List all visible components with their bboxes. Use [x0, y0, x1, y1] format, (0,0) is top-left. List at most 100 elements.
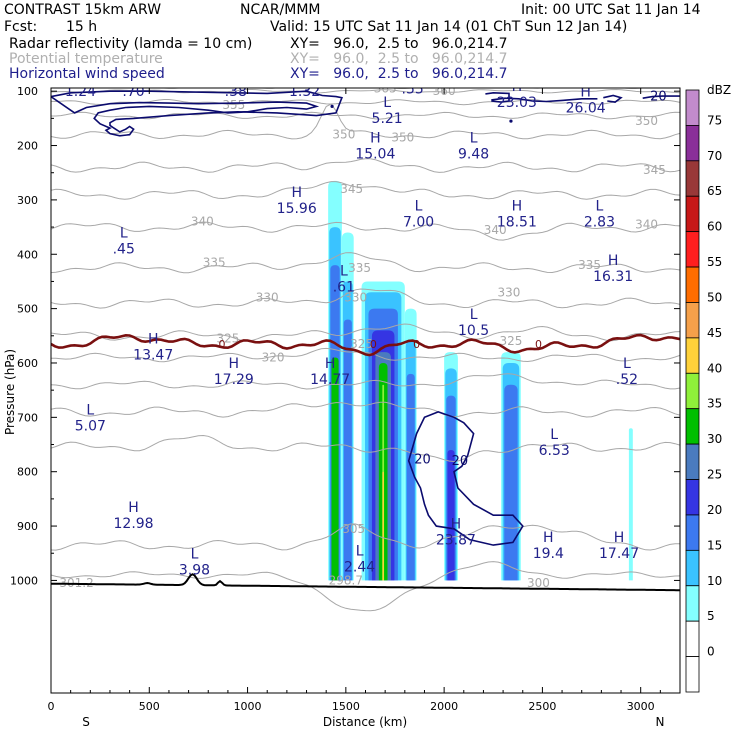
y-tick-label: 600: [17, 357, 38, 370]
wind-dot-1: [509, 119, 513, 123]
colorbar-swatch: [685, 372, 700, 410]
extremum-type-label: H: [543, 530, 554, 546]
x-tick-label: 1500: [332, 700, 360, 713]
extremum-type-label: L: [191, 546, 199, 562]
colorbar-label: 65: [707, 184, 722, 198]
theta-contour-line-6: [51, 323, 680, 342]
y-tick-label: 900: [17, 520, 38, 533]
colorbar-swatch: [685, 549, 700, 587]
extremum-0: L1.24: [65, 84, 96, 100]
extremum-29: L2.44: [344, 544, 375, 576]
colorbar-swatch: [685, 125, 700, 162]
colorbar-swatch: [685, 443, 700, 480]
extremum-value-label: 1.24: [65, 84, 96, 100]
extremum-10: H15.96: [277, 185, 317, 217]
freezing-level-label-1: 0: [370, 338, 377, 351]
extremum-6: H26.04: [566, 84, 606, 116]
wind-contours: 20 20 20: [51, 90, 680, 546]
extremum-value-label: 15.04: [355, 147, 395, 163]
extremum-value-label: 23.03: [497, 95, 537, 111]
reflectivity-cell-5-20dbz: [504, 384, 518, 581]
theta-contour-line-17: [51, 81, 680, 85]
wind-contour-label-1: 20: [414, 453, 431, 468]
extremum-value-label: 3.98: [179, 562, 210, 578]
y-tick-label: 300: [17, 194, 38, 207]
field-name-wind: Horizontal wind speed: [9, 66, 165, 82]
extremum-value-label: 19.4: [533, 546, 564, 562]
extremum-26: H19.4: [533, 530, 564, 562]
terrain-surface: [51, 573, 680, 592]
extremum-value-label: 6.53: [539, 443, 570, 459]
extremum-7: L5.21: [372, 95, 403, 127]
theta-contour-label-8: 330: [256, 291, 279, 305]
theta-contour-line-7: [51, 288, 680, 309]
extremum-type-label: H: [608, 253, 619, 269]
extremum-type-label: H: [128, 500, 139, 516]
theta-contour-label-21: 350: [635, 114, 658, 128]
theta-contour-label-4: 320: [262, 351, 285, 365]
freezing-level-label-3: 0: [535, 338, 542, 351]
north-label: N: [656, 715, 665, 729]
colorbar-swatch: [685, 266, 700, 303]
extremum-type-label: L: [383, 95, 391, 111]
theta-contour-line-13: [51, 111, 680, 120]
theta-contour-label-10: 330: [498, 285, 521, 299]
extremum-type-label: H: [580, 84, 591, 100]
colorbar-swatch: [685, 479, 700, 516]
theta-contour-label-12: 335: [348, 261, 371, 275]
extremum-3: L1.32: [289, 88, 320, 100]
colorbar-swatch: [685, 89, 700, 126]
y-tick-label: 1000: [10, 574, 38, 587]
theta-contour-line-18: [51, 78, 680, 81]
colorbar-label: 55: [707, 255, 722, 269]
theta-contour-label-19: 350: [332, 128, 355, 142]
freezing-level-line: [51, 333, 680, 357]
y-tick-label: 800: [17, 466, 38, 479]
y-axis-label: Pressure (hPa): [3, 349, 17, 435]
extremum-value-label: 12.98: [114, 516, 154, 532]
extremum-type-label: L: [470, 131, 478, 147]
extremum-type-label: L: [232, 68, 240, 84]
theta-contour-line-10: [51, 181, 680, 200]
extremum-value-label: .38: [225, 84, 247, 100]
reflectivity-cell-2-45dbz: [382, 471, 384, 581]
wind-contour-5: [407, 411, 524, 546]
y-tick-label: 400: [17, 248, 38, 261]
reflectivity-cell-0-35dbz: [331, 357, 339, 581]
extremum-type-label: L: [356, 544, 364, 560]
theta-contour-line-12: [51, 103, 680, 140]
extremum-type-label: H: [512, 198, 523, 214]
extremum-16: L.61: [333, 264, 355, 296]
field-xy-wind: XY= 96.0, 2.5 to 96.0,214.7: [290, 66, 508, 82]
theta-contour-line-11: [51, 158, 680, 173]
colorbar-label: 30: [707, 432, 722, 446]
extremum-value-label: 26.04: [566, 100, 606, 116]
theta-contour-line-1: [51, 523, 680, 551]
wind-contour-label-2: 20: [452, 454, 469, 469]
colorbar-swatch: [685, 195, 700, 233]
theta-contour-label-13: 335: [578, 258, 601, 272]
colorbar-label: 20: [707, 503, 722, 517]
theta-contour-line-9: [51, 221, 680, 241]
extremum-value-label: 14.77: [310, 372, 350, 388]
extremum-value-label: 5.21: [372, 111, 403, 127]
extremum-15: H16.31: [593, 253, 633, 285]
extremum-value-label: .55: [402, 81, 424, 97]
extremum-value-label: 2.44: [344, 560, 375, 576]
extremum-type-label: L: [86, 402, 94, 418]
theta-contour-label-15: 340: [484, 223, 507, 237]
extremum-value-label: 13.47: [133, 348, 173, 364]
extremum-type-label: H: [229, 356, 240, 372]
colorbar-label: 25: [707, 468, 722, 482]
colorbar-label: 45: [707, 326, 722, 340]
theta-contour-line-3: [51, 401, 680, 418]
extremum-value-label: .45: [113, 242, 135, 258]
extremum-type-label: L: [470, 307, 478, 323]
wind-contour-label-0: 20: [650, 90, 667, 105]
y-tick-label: 200: [17, 140, 38, 153]
extremum-8: H15.04: [355, 131, 395, 163]
field-name-reflectivity: Radar reflectivity (lamda = 10 cm): [9, 36, 253, 52]
x-tick-label: 0: [48, 700, 55, 713]
valid-time: Valid: 15 UTC Sat 11 Jan 14 (01 ChT Sun …: [270, 19, 628, 35]
